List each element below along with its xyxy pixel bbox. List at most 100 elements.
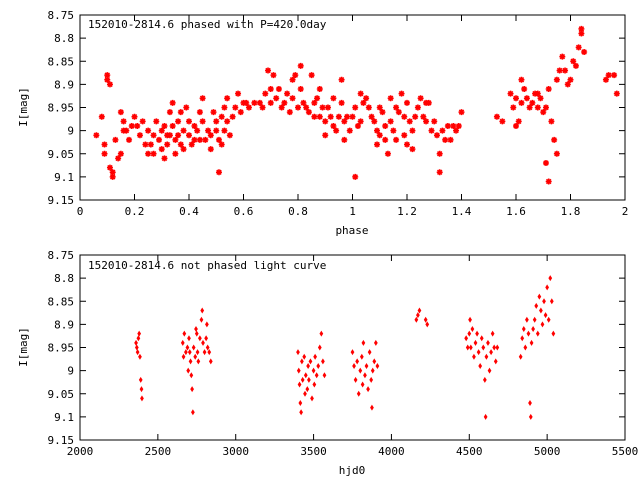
data-point — [387, 118, 394, 125]
data-point — [202, 136, 209, 143]
data-point — [444, 123, 451, 129]
data-point — [414, 104, 421, 111]
data-point — [278, 104, 285, 111]
data-point — [93, 132, 100, 139]
phased-light-curve-chart: 152010-2814.6 phased with P=420.0day pha… — [17, 9, 628, 237]
data-point — [356, 390, 361, 397]
data-point — [534, 90, 541, 97]
data-point — [140, 395, 144, 402]
data-point — [518, 99, 525, 106]
data-point — [306, 363, 310, 369]
data-point — [101, 141, 108, 148]
data-point — [169, 123, 176, 129]
data-point — [341, 136, 348, 143]
data-point — [313, 353, 318, 360]
data-point — [390, 127, 397, 134]
data-point — [404, 99, 410, 106]
data-point — [353, 376, 358, 383]
data-point — [479, 335, 484, 342]
data-point — [372, 358, 377, 365]
data-point — [207, 146, 214, 153]
data-point — [447, 136, 454, 143]
data-point — [475, 330, 479, 337]
data-point — [322, 132, 329, 139]
data-point — [369, 376, 374, 383]
y-tick-label: 9 — [67, 365, 74, 378]
x-tick-label: 0.2 — [125, 205, 145, 218]
data-point — [476, 349, 481, 356]
data-points — [93, 25, 620, 185]
data-point — [316, 86, 323, 92]
data-point — [523, 95, 530, 102]
data-point — [292, 72, 299, 79]
data-point — [207, 132, 214, 139]
chart-title: 152010-2814.6 not phased light curve — [88, 259, 326, 272]
data-point — [605, 72, 612, 79]
data-point — [136, 335, 141, 342]
data-point — [172, 136, 179, 143]
data-point — [546, 316, 551, 323]
data-point — [374, 127, 381, 134]
y-tick-label: 9 — [67, 125, 74, 138]
data-point — [468, 344, 473, 351]
data-point — [314, 95, 321, 102]
y-tick-label: 9.1 — [54, 411, 74, 424]
data-point — [363, 95, 370, 102]
data-point — [189, 372, 194, 379]
axis-ticks: 0 0.2 0.4 0.6 0.8 1 1.2 1.4 1.6 1.8 2 8.75 8.8 8.85 8.… — [48, 9, 629, 218]
data-point — [295, 104, 301, 111]
data-point — [215, 169, 222, 176]
data-point — [562, 67, 569, 74]
data-point — [458, 109, 465, 116]
data-point — [251, 99, 258, 106]
data-point — [191, 409, 195, 416]
data-point — [175, 132, 182, 139]
data-point — [532, 316, 537, 323]
data-point — [409, 127, 416, 134]
data-point — [364, 363, 369, 369]
data-point — [224, 118, 231, 125]
data-point — [104, 72, 111, 79]
data-point — [330, 95, 337, 102]
data-point — [158, 146, 165, 153]
data-point — [126, 136, 133, 143]
data-point — [284, 90, 291, 97]
data-point — [529, 339, 534, 346]
data-point — [484, 353, 489, 360]
data-point — [564, 81, 571, 88]
data-point — [224, 95, 231, 102]
data-point — [366, 386, 370, 393]
data-point — [187, 349, 192, 356]
data-point — [299, 409, 303, 416]
data-point — [523, 344, 528, 351]
data-point — [425, 321, 430, 328]
data-point — [540, 321, 545, 328]
data-point — [303, 104, 310, 111]
data-point — [545, 86, 552, 92]
data-point — [210, 109, 217, 116]
data-point — [117, 150, 124, 157]
data-point — [545, 284, 550, 291]
y-tick-label: 8.75 — [48, 9, 75, 22]
data-point — [465, 344, 470, 351]
data-point — [526, 104, 533, 111]
data-point — [375, 363, 380, 369]
data-point — [319, 104, 326, 111]
data-point — [489, 349, 493, 356]
data-point — [534, 104, 541, 111]
x-tick-label: 4000 — [378, 445, 405, 458]
data-point — [559, 53, 566, 60]
data-point — [131, 113, 138, 120]
data-point — [305, 109, 312, 116]
data-point — [199, 95, 206, 102]
data-point — [101, 150, 108, 157]
data-point — [354, 123, 361, 129]
y-axis-label: I[mag] — [17, 327, 30, 367]
data-point — [205, 127, 212, 134]
data-point — [537, 95, 544, 102]
data-point — [417, 307, 422, 314]
data-point — [298, 400, 303, 406]
data-point — [142, 141, 149, 148]
data-point — [324, 104, 331, 111]
